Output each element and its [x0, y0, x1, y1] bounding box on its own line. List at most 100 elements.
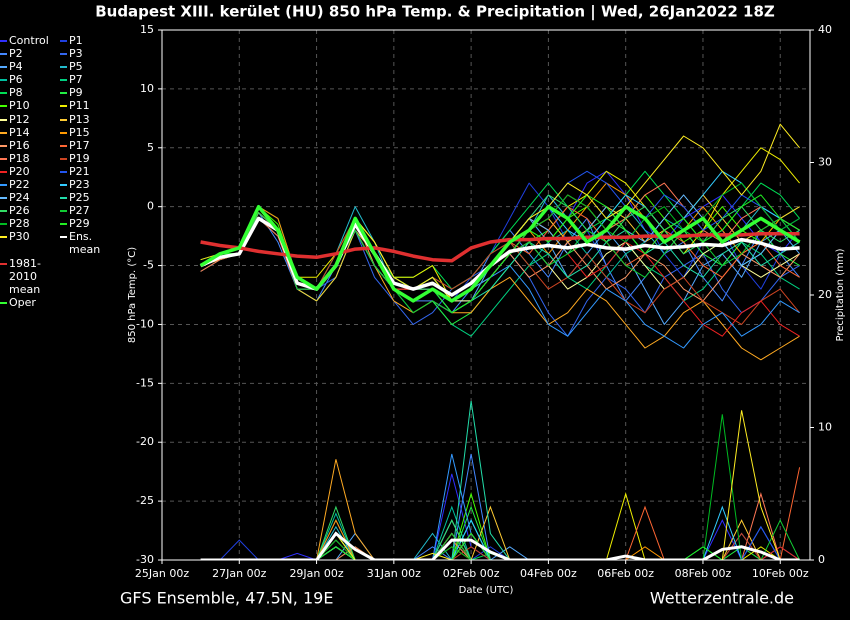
legend-item: P19 — [60, 152, 120, 165]
legend-item: P20 — [0, 165, 60, 178]
legend-label: P12 — [9, 112, 30, 126]
legend-swatch — [60, 66, 67, 69]
x-axis-label: Date (UTC) — [459, 585, 514, 596]
legend-item: Oper — [0, 296, 60, 309]
legend-item: P14 — [0, 126, 60, 139]
y-tick-label: 15 — [140, 23, 154, 36]
y-tick-label: -20 — [136, 435, 154, 448]
x-tick-label: 27Jan 00z — [212, 567, 266, 580]
x-tick-label: 04Feb 00z — [520, 567, 577, 580]
legend-item: 1981-2010 mean — [0, 257, 60, 296]
x-tick-label: 31Jan 00z — [367, 567, 421, 580]
legend-label: P6 — [9, 73, 23, 87]
y-tick-label: 0 — [147, 200, 154, 213]
y-tick-label: -5 — [143, 259, 154, 272]
legend-label: P18 — [9, 151, 30, 165]
legend-label: P25 — [69, 191, 90, 205]
legend-label: P30 — [9, 230, 30, 244]
legend-item: P27 — [60, 204, 120, 217]
legend-label: P22 — [9, 178, 30, 192]
legend-item: P6 — [0, 73, 60, 86]
legend-item: P29 — [60, 217, 120, 230]
legend-label: P14 — [9, 125, 30, 139]
y-tick-label: -30 — [136, 553, 154, 566]
legend-label: P15 — [69, 125, 90, 139]
temperature-line — [199, 204, 801, 303]
legend-item: P3 — [60, 47, 120, 60]
legend-swatch — [60, 79, 67, 82]
legend-swatch — [0, 92, 7, 95]
legend-label: P8 — [9, 86, 23, 100]
legend-swatch — [60, 236, 67, 239]
legend-item: P30 — [0, 230, 60, 243]
legend-label: Control — [9, 34, 49, 47]
y-tick-label: -25 — [136, 494, 154, 507]
legend-item: P13 — [60, 113, 120, 126]
legend-swatch — [0, 157, 7, 160]
legend-item: P2 — [0, 47, 60, 60]
legend-swatch — [0, 197, 7, 200]
precip-line — [200, 519, 800, 560]
legend-item: Control — [0, 34, 60, 47]
legend-label: P26 — [9, 204, 30, 218]
precip-line — [200, 400, 800, 560]
legend-swatch — [0, 236, 7, 239]
legend-swatch — [60, 53, 67, 56]
y2-axis-label: Precipitation (mm) — [835, 248, 846, 341]
plot-frame — [161, 29, 811, 561]
y-tick-label: 5 — [147, 141, 154, 154]
x-tick-label: 10Feb 00z — [752, 567, 809, 580]
precip-line — [200, 410, 800, 560]
legend-label: 1981-2010 mean — [9, 256, 41, 296]
precip-line — [200, 492, 800, 560]
legend-swatch — [0, 301, 7, 304]
legend-grid: Control P1 P2 P3 P4 P5 P6 P7 P8 P9 P10 P11 P12 P13 P14… — [0, 34, 130, 256]
legend-label: P9 — [69, 86, 83, 100]
legend-item: P1 — [60, 34, 120, 47]
x-tick-label: 25Jan 00z — [135, 567, 189, 580]
legend-swatch — [60, 144, 67, 147]
legend-swatch — [60, 92, 67, 95]
legend-label: Oper — [9, 295, 36, 309]
legend-label: P28 — [9, 217, 30, 231]
legend-label: P29 — [69, 217, 90, 231]
precip-line — [200, 531, 800, 560]
y-tick-label: 10 — [140, 82, 154, 95]
legend-label: P13 — [69, 112, 90, 126]
y-tick-label: -10 — [136, 317, 154, 330]
legend-item: P21 — [60, 165, 120, 178]
legend-item: P28 — [0, 217, 60, 230]
temperature-line — [199, 216, 800, 297]
legend-swatch — [0, 210, 7, 213]
legend-label: P19 — [69, 151, 90, 165]
legend-swatch — [0, 40, 7, 42]
chart-title: Budapest XIII. kerület (HU) 850 hPa Temp… — [95, 3, 775, 22]
legend-label: P24 — [9, 191, 30, 205]
temperature-line — [200, 206, 800, 361]
legend-swatch — [60, 40, 67, 42]
grid — [158, 29, 814, 564]
legend-swatch — [0, 144, 7, 147]
precip-line — [200, 492, 800, 560]
legend-label: P10 — [9, 99, 30, 113]
y2-tick-label: 40 — [818, 23, 832, 36]
source-right: Wetterzentrale.de — [650, 589, 794, 608]
legend-item: P18 — [0, 152, 60, 165]
legend-label: P7 — [69, 73, 83, 87]
temperature-line — [200, 212, 800, 337]
y2-tick-label: 30 — [818, 156, 832, 169]
y2-tick-label: 20 — [818, 288, 832, 301]
legend-label: P4 — [9, 60, 23, 74]
legend-item: Ens. mean — [60, 230, 120, 256]
legend-swatch — [60, 157, 67, 160]
legend-label: P3 — [69, 47, 83, 61]
legend-swatch — [60, 184, 67, 187]
legend-swatch — [0, 184, 7, 187]
legend-swatch — [0, 105, 7, 108]
legend-label: P2 — [9, 47, 23, 61]
precip-line — [200, 532, 800, 560]
legend-item: P17 — [60, 139, 120, 152]
precip-line — [200, 492, 800, 560]
legend-label: P11 — [69, 99, 90, 113]
